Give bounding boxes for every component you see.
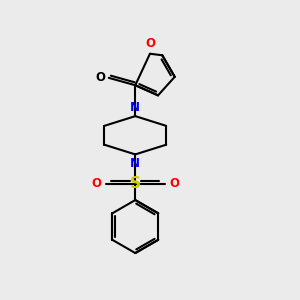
Text: O: O	[169, 177, 179, 190]
Text: O: O	[92, 177, 101, 190]
Text: S: S	[130, 176, 141, 191]
Text: N: N	[130, 157, 140, 170]
Text: O: O	[145, 37, 155, 50]
Text: N: N	[130, 101, 140, 114]
Text: O: O	[95, 71, 105, 84]
